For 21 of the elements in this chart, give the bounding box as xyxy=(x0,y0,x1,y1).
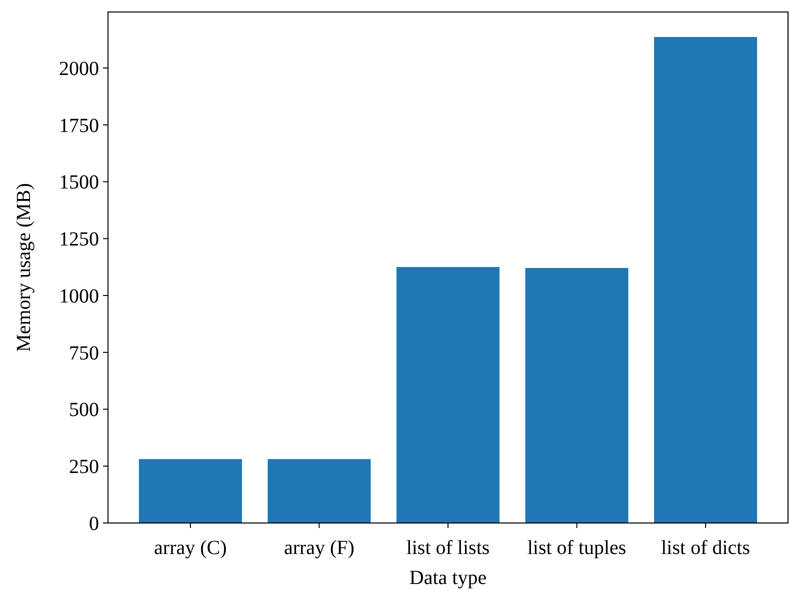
y-tick-label: 1750 xyxy=(59,114,99,137)
x-axis-title: Data type xyxy=(409,567,487,589)
bar xyxy=(396,267,500,523)
y-tick-label: 1500 xyxy=(59,172,99,194)
x-tick-label: array (C) xyxy=(154,537,227,559)
x-tick-label: list of lists xyxy=(406,537,490,559)
bar xyxy=(654,37,758,523)
x-tick-label: list of tuples xyxy=(527,537,626,559)
y-tick-label: 1250 xyxy=(59,228,99,251)
bar xyxy=(268,459,371,523)
y-tick-label: 500 xyxy=(69,399,99,422)
x-tick-label: list of dicts xyxy=(661,537,750,559)
y-tick-label: 2000 xyxy=(59,58,99,80)
x-tick-label: array (F) xyxy=(284,537,354,559)
bar xyxy=(525,268,628,523)
y-tick-label: 250 xyxy=(69,456,99,478)
y-tick-label: 750 xyxy=(69,342,99,364)
y-tick-label: 0 xyxy=(89,513,99,535)
bar xyxy=(138,459,242,523)
y-axis-title: Memory usage (MB) xyxy=(13,183,35,352)
y-tick-label: 1000 xyxy=(59,285,99,308)
